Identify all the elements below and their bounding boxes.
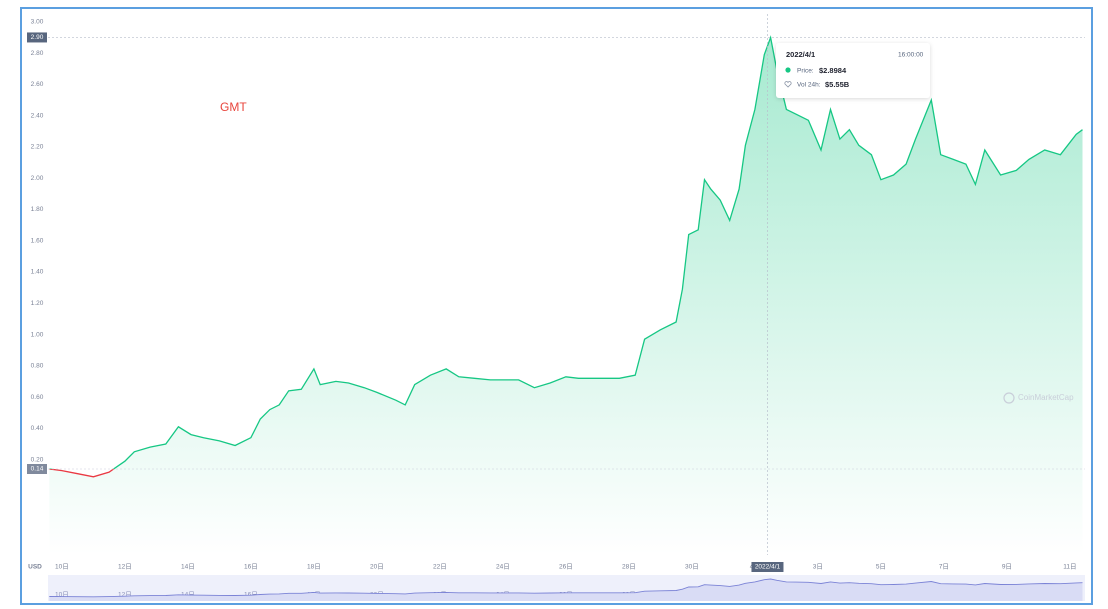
navigator-label: 12日 (118, 591, 132, 599)
tooltip (776, 43, 930, 98)
x-tick-label: 7日 (939, 563, 949, 571)
y-tick-label: 1.00 (31, 331, 44, 338)
price-area (49, 37, 1083, 555)
x-tick-label: 14日 (181, 563, 195, 571)
x-tick-label: 24日 (496, 563, 510, 571)
tooltip-volume-label: Vol 24h: (797, 82, 821, 89)
crosshair-y-label: 2.90 (31, 34, 44, 41)
x-tick-label: 26日 (559, 563, 573, 571)
navigator-area (49, 579, 1083, 601)
watermark-icon (1003, 392, 1015, 404)
tooltip-box (776, 43, 930, 98)
baseline-label-box (27, 464, 47, 475)
x-tick-label: 3日 (813, 563, 823, 571)
x-tick-label: 18日 (307, 563, 321, 571)
y-tick-label: 1.80 (31, 206, 44, 213)
tooltip-date: 2022/4/1 (786, 50, 815, 59)
y-tick-label: 0.60 (31, 394, 44, 401)
tooltip-time: 16:00:00 (898, 52, 924, 59)
x-tick-label: 9日 (1002, 563, 1012, 571)
tooltip-price-dot (785, 67, 791, 73)
series-name: GMT (220, 100, 247, 114)
crosshair-x-label: 2022/4/1 (755, 564, 781, 571)
y-tick-label: 1.60 (31, 237, 44, 244)
tooltip-price: $2.8984 (819, 66, 847, 75)
x-tick-label: 16日 (244, 563, 258, 571)
y-tick-label: 1.40 (31, 269, 44, 276)
y-tick-label: 3.00 (31, 19, 44, 26)
crosshair-y-box (27, 32, 47, 43)
x-tick-label: 30日 (685, 563, 699, 571)
x-tick-label: 22日 (433, 563, 447, 571)
y-tick-label: 2.80 (31, 50, 44, 57)
y-tick-label: 0.20 (31, 456, 44, 463)
crosshair-x-box (751, 562, 784, 572)
y-tick-label: 0.80 (31, 363, 44, 370)
tooltip-volume-icon (784, 81, 792, 88)
x-tick-label: 10日 (55, 563, 69, 571)
x-tick-label: 28日 (622, 563, 636, 571)
navigator-label: 10日 (55, 591, 69, 599)
watermark: CoinMarketCap (1003, 392, 1074, 404)
y-unit: USD (28, 564, 42, 571)
navigator-label: 16日 (244, 591, 258, 599)
x-tick-label: 20日 (370, 563, 384, 571)
x-tick-label: 5日 (876, 563, 886, 571)
baseline-label: 0.14 (31, 466, 44, 473)
y-tick-label: 2.60 (31, 81, 44, 88)
y-tick-label: 2.20 (31, 144, 44, 151)
y-tick-label: 2.40 (31, 112, 44, 119)
plot-area: 0.20 0.40 0.60 0.80 1.00 1.20 1.40 1.60 1.80 2.00… (27, 14, 1085, 572)
tooltip-price-label: Price: (797, 68, 814, 75)
x-tick-label: 12日 (118, 563, 132, 571)
y-tick-label: 2.00 (31, 175, 44, 182)
x-tick-label: 11日 (1063, 563, 1076, 571)
tooltip-volume: $5.55B (825, 80, 850, 89)
navigator-line (49, 578, 1083, 598)
y-tick-label: 0.40 (31, 425, 44, 432)
watermark-text: CoinMarketCap (1018, 393, 1074, 402)
y-tick-label: 1.20 (31, 300, 44, 307)
price-line (49, 35, 1083, 470)
